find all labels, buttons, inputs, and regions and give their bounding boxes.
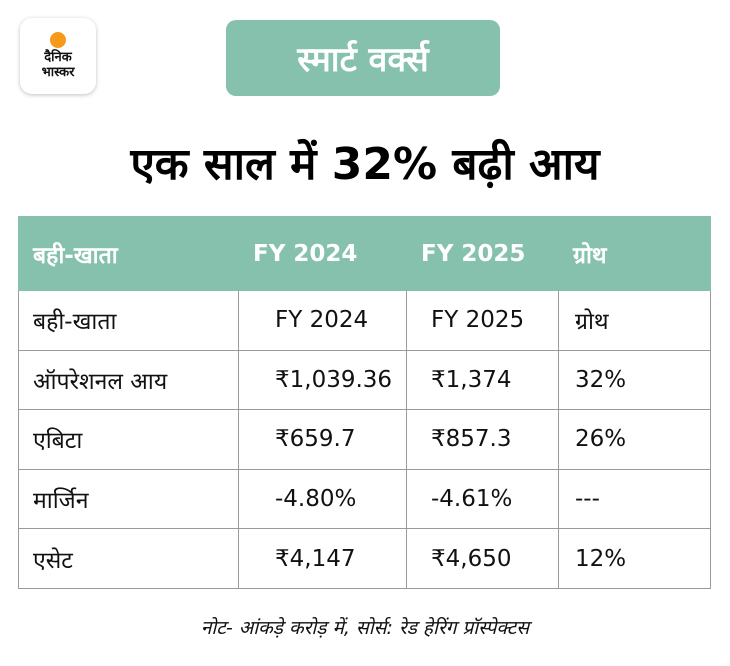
- header-cell-growth: ग्रोथ: [558, 216, 711, 291]
- fy2024-value: ₹4,147: [238, 528, 407, 589]
- growth-value: 32%: [558, 349, 711, 411]
- growth-value: ग्रोथ: [558, 290, 711, 351]
- fy2024-value: -4.80%: [238, 468, 407, 530]
- growth-value: 26%: [558, 409, 711, 470]
- row-label: एसेट: [18, 528, 239, 589]
- row-label: ऑपरेशनल आय: [18, 349, 239, 411]
- row-label: एबिटा: [18, 409, 239, 470]
- row-label: मार्जिन: [18, 468, 239, 530]
- logo-text-line1: दैनिक: [44, 50, 72, 65]
- table-header-row: बही-खाता FY 2024 FY 2025 ग्रोथ: [18, 216, 711, 291]
- financials-table: बही-खाता FY 2024 FY 2025 ग्रोथ बही-खाता …: [18, 216, 711, 589]
- header-cell-fy2024: FY 2024: [238, 216, 407, 291]
- fy2025-value: ₹1,374: [406, 349, 559, 411]
- source-note: नोट- आंकड़े करोड़ में, सोर्स: रेड हेरिंग…: [200, 617, 530, 639]
- fy2025-value: FY 2025: [406, 290, 559, 351]
- fy2024-value: FY 2024: [238, 290, 407, 351]
- headline: एक साल में 32% बढ़ी आय: [130, 139, 600, 190]
- fy2025-value: -4.61%: [406, 468, 559, 530]
- table-row: मार्जिन -4.80% -4.61% ---: [18, 468, 711, 530]
- table-row: बही-खाता FY 2024 FY 2025 ग्रोथ: [18, 290, 711, 351]
- fy2025-value: ₹857.3: [406, 409, 559, 470]
- table-row: ऑपरेशनल आय ₹1,039.36 ₹1,374 32%: [18, 349, 711, 411]
- fy2025-value: ₹4,650: [406, 528, 559, 589]
- growth-value: ---: [558, 468, 711, 530]
- row-label: बही-खाता: [18, 290, 239, 351]
- dainik-bhaskar-logo: दैनिक भास्कर: [20, 18, 96, 94]
- header-cell-label: बही-खाता: [18, 216, 239, 291]
- logo-text-line2: भास्कर: [41, 65, 75, 80]
- fy2024-value: ₹659.7: [238, 409, 407, 470]
- header-cell-fy2025: FY 2025: [406, 216, 559, 291]
- fy2024-value: ₹1,039.36: [238, 349, 407, 411]
- topic-badge: स्मार्ट वर्क्स: [226, 20, 500, 96]
- table-row: एबिटा ₹659.7 ₹857.3 26%: [18, 409, 711, 470]
- table-row: एसेट ₹4,147 ₹4,650 12%: [18, 528, 711, 589]
- growth-value: 12%: [558, 528, 711, 589]
- sun-icon: [50, 32, 66, 48]
